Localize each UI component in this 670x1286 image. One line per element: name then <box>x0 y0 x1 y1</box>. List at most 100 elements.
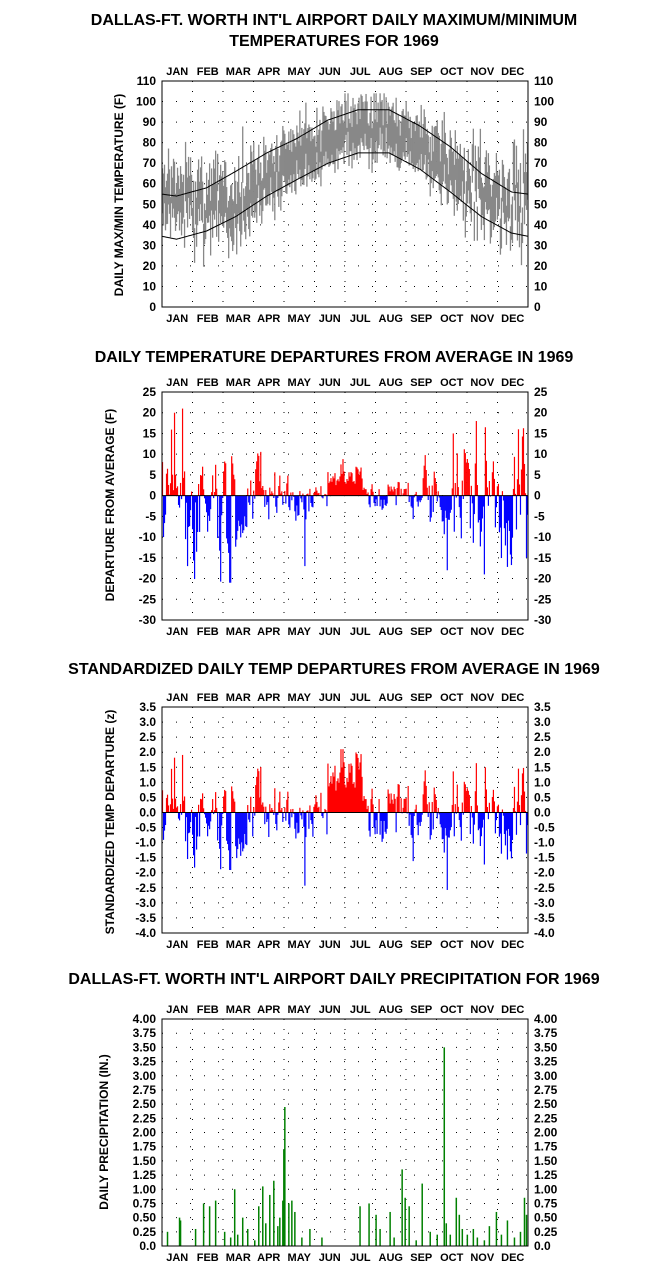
month-label-bottom: AUG <box>379 939 403 951</box>
month-label-top: JUL <box>350 692 371 704</box>
y-tick-label-right: 2.75 <box>534 1083 558 1097</box>
y-tick-label-right: -2.5 <box>534 881 555 895</box>
y-tick-label-right: 100 <box>534 95 554 109</box>
month-label-bottom: JUL <box>350 626 371 638</box>
y-tick-label-left: 0.75 <box>133 1196 157 1210</box>
month-label-top: JAN <box>166 377 188 389</box>
y-tick-label-left: -2.0 <box>135 866 156 880</box>
y-tick-label-left: 0.25 <box>133 1225 157 1239</box>
y-tick-label-right: 1.75 <box>534 1140 558 1154</box>
y-tick-label-right: 20 <box>534 259 548 273</box>
y-tick-label-left: 2.0 <box>139 745 156 759</box>
y-tick-label-right: -3.5 <box>534 911 555 925</box>
y-tick-label-left: 0.50 <box>133 1211 157 1225</box>
y-tick-label-left: 3.5 <box>139 700 156 714</box>
y-tick-label-right: 3.0 <box>534 715 551 729</box>
month-label-top: MAR <box>226 66 251 78</box>
y-tick-label-right: 5 <box>534 468 541 482</box>
y-tick-label-right: 2.25 <box>534 1111 558 1125</box>
y-tick-label-right: -20 <box>534 572 552 586</box>
month-label-bottom: JUN <box>319 313 341 325</box>
y-tick-label-right: 1.00 <box>534 1182 558 1196</box>
departure-bars <box>161 408 529 583</box>
chart2-ylabel: DEPARTURE FROM AVERAGE (F) <box>103 409 117 601</box>
month-label-bottom: AUG <box>379 1252 403 1264</box>
y-tick-label-left: 2.75 <box>133 1083 157 1097</box>
month-label-top: JUN <box>319 66 341 78</box>
y-tick-label-right: -0.5 <box>534 821 555 835</box>
y-tick-label-right: 80 <box>534 136 548 150</box>
standardized-departure-bars <box>161 749 529 890</box>
month-label-top: SEP <box>410 66 432 78</box>
month-label-bottom: JUL <box>350 313 371 325</box>
y-tick-label-left: -2.5 <box>135 881 156 895</box>
chart2-plot-border <box>161 391 529 621</box>
chart1-ylabel: DAILY MAX/MIN TEMPERATURE (F) <box>112 94 126 296</box>
chart1-title-line1: DALLAS-FT. WORTH INT'L AIRPORT DAILY MAX… <box>91 12 577 29</box>
y-tick-label-left: -0.5 <box>135 821 156 835</box>
month-label-bottom: SEP <box>410 1252 432 1264</box>
y-tick-label-left: 2.5 <box>139 730 156 744</box>
chart4-plot-border <box>161 1018 529 1247</box>
y-tick-label-left: 1.75 <box>133 1140 157 1154</box>
month-label-top: JAN <box>166 692 188 704</box>
month-label-top: AUG <box>379 692 403 704</box>
month-label-top: JUN <box>319 692 341 704</box>
y-tick-label-right: 0.25 <box>534 1225 558 1239</box>
y-tick-label-left: 30 <box>143 238 157 252</box>
month-label-bottom: SEP <box>410 313 432 325</box>
month-label-top: OCT <box>440 377 464 389</box>
month-label-bottom: OCT <box>440 1252 464 1264</box>
y-tick-label-left: 10 <box>143 447 157 461</box>
month-label-bottom: DEC <box>501 939 524 951</box>
y-tick-label-left: 2.25 <box>133 1111 157 1125</box>
y-tick-label-right: 2.5 <box>534 730 551 744</box>
y-tick-label-right: 2.50 <box>534 1097 558 1111</box>
y-tick-label-left: -25 <box>139 592 157 606</box>
month-label-bottom: NOV <box>470 1252 495 1264</box>
y-tick-label-right: 3.00 <box>534 1069 558 1083</box>
y-tick-label-left: 1.50 <box>133 1154 157 1168</box>
y-tick-label-right: -2.0 <box>534 866 555 880</box>
y-tick-label-right: 15 <box>534 426 548 440</box>
y-tick-label-left: 3.0 <box>139 715 156 729</box>
y-tick-label-right: 2.00 <box>534 1126 558 1140</box>
y-tick-label-right: -15 <box>534 551 552 565</box>
month-label-top: FEB <box>197 377 219 389</box>
y-tick-label-right: -1.0 <box>534 836 555 850</box>
chart3-plot-border <box>161 706 529 934</box>
month-label-top: JAN <box>166 1004 188 1016</box>
y-tick-label-left: 2.00 <box>133 1126 157 1140</box>
month-label-bottom: JAN <box>166 939 188 951</box>
y-tick-label-left: 15 <box>143 426 157 440</box>
month-label-top: JUL <box>350 66 371 78</box>
month-label-top: OCT <box>440 66 464 78</box>
y-tick-label-left: 2.50 <box>133 1097 157 1111</box>
normal-high-line <box>162 109 528 197</box>
chart-marks-layer: JAN JAN FEB FEB MAR MAR APR APR MAY MAY JUN JUN JUL J… <box>133 66 558 1264</box>
month-label-top: SEP <box>410 692 432 704</box>
month-label-bottom: JAN <box>166 313 188 325</box>
month-label-bottom: APR <box>257 313 280 325</box>
y-tick-label-left: -3.0 <box>135 896 156 910</box>
y-tick-label-left: -3.5 <box>135 911 156 925</box>
y-tick-label-right: 2.0 <box>534 745 551 759</box>
y-tick-label-right: 0.5 <box>534 790 551 804</box>
y-tick-label-right: 0.0 <box>534 1239 551 1253</box>
y-tick-label-right: 1.25 <box>534 1168 558 1182</box>
y-tick-label-left: -10 <box>139 530 157 544</box>
month-label-top: JUL <box>350 377 371 389</box>
y-tick-label-left: 3.00 <box>133 1069 157 1083</box>
precip-bars <box>166 1047 528 1246</box>
month-label-bottom: SEP <box>410 939 432 951</box>
month-label-bottom: FEB <box>197 313 219 325</box>
y-tick-label-right: 25 <box>534 385 548 399</box>
month-label-top: NOV <box>470 692 495 704</box>
normal-low-line <box>162 152 528 240</box>
y-tick-label-right: -5 <box>534 509 545 523</box>
y-tick-label-right: 60 <box>534 177 548 191</box>
chart2-title: DAILY TEMPERATURE DEPARTURES FROM AVERAG… <box>95 349 574 366</box>
month-label-bottom: APR <box>257 1252 280 1264</box>
chart3-ylabel: STANDARDIZED TEMP DEPARTURE (z) <box>103 710 117 935</box>
